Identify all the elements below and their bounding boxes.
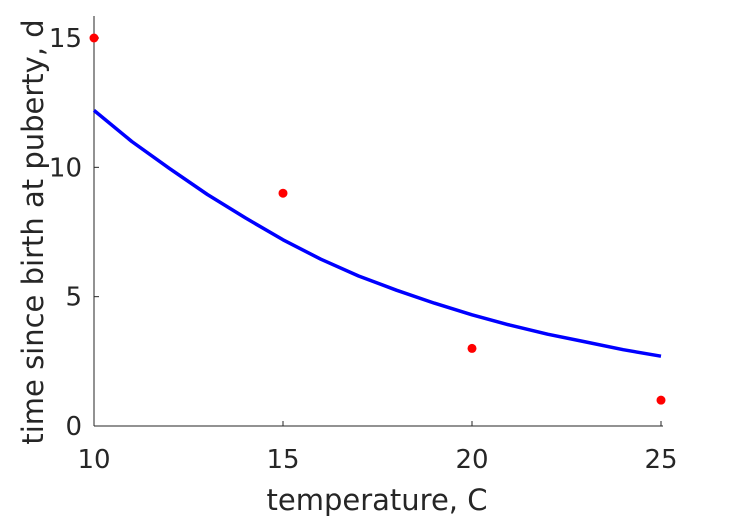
y-tick-label: 5 [65, 283, 82, 313]
data-point [89, 33, 99, 43]
y-axis-label: time since birth at puberty, d [16, 19, 50, 444]
data-point [467, 343, 477, 353]
chart-series-layer [89, 33, 666, 405]
x-tick-label: 15 [266, 445, 299, 475]
y-tick-label: 15 [49, 24, 82, 54]
data-point [656, 395, 666, 405]
x-tick-label: 10 [77, 445, 110, 475]
fit-curve-line [92, 109, 662, 358]
y-tick-label: 0 [65, 412, 82, 442]
x-tick-label: 25 [644, 445, 677, 475]
y-tick-label: 10 [49, 153, 82, 183]
x-tick-label: 20 [455, 445, 488, 475]
x-axis-label: temperature, C [267, 483, 488, 517]
chart-axes: 10 15 20 25 0 5 10 15 [49, 16, 678, 475]
data-point [278, 188, 288, 198]
